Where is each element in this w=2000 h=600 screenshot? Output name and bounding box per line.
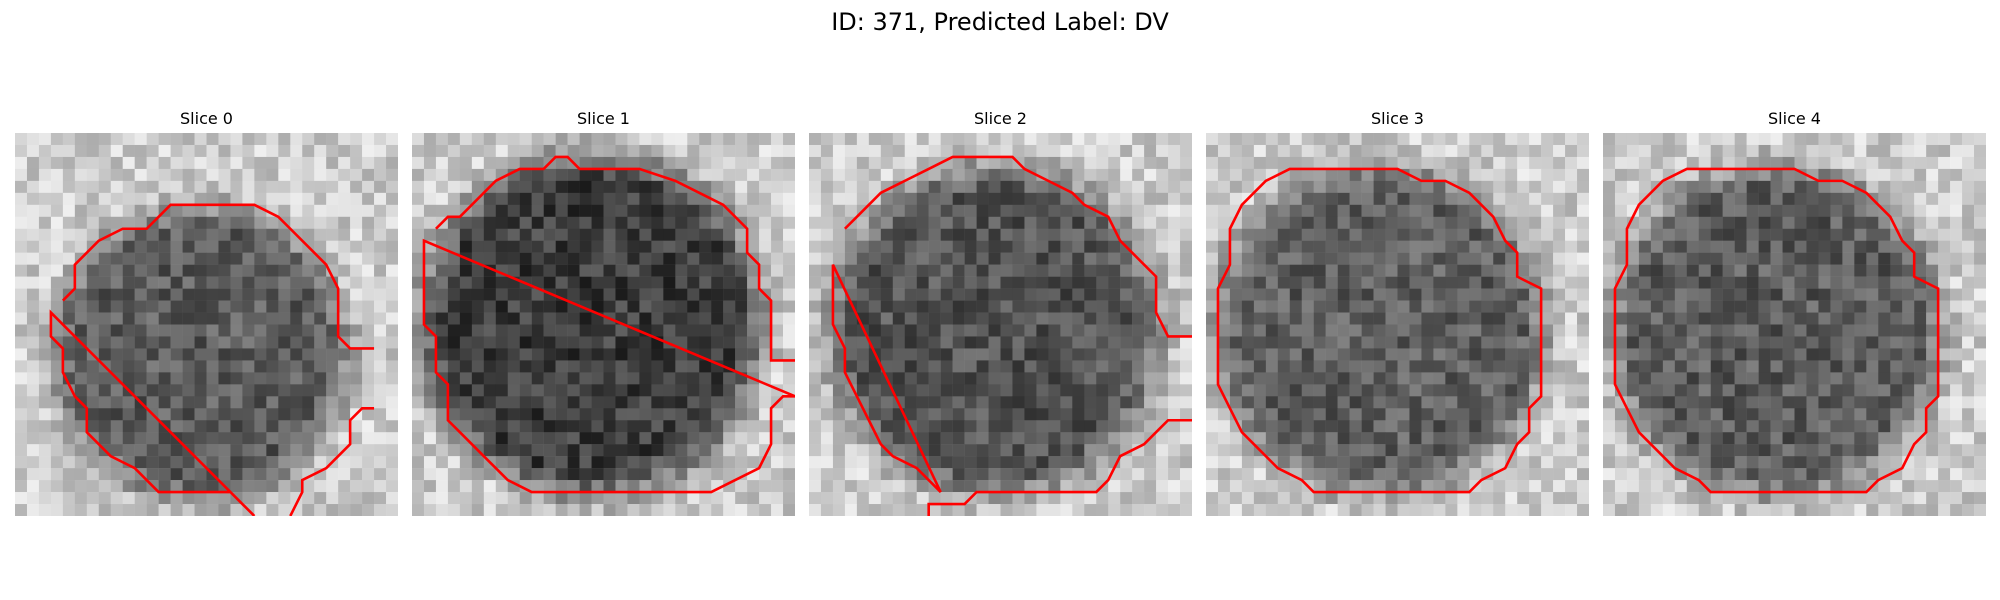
pixel-grid [412,133,795,516]
slice-panel-1: Slice 1 [412,108,795,516]
slice-title-1: Slice 1 [577,109,630,128]
slice-title-4: Slice 4 [1768,109,1821,128]
slice-image-2 [809,133,1192,516]
pixel-grid [1603,133,1986,516]
segmentation-contour [1615,169,1938,492]
slice-image-3 [1206,133,1589,516]
pixel-grid [809,133,1192,516]
slice-title-3: Slice 3 [1371,109,1424,128]
slice-title-2: Slice 2 [974,109,1027,128]
pixel-grid [1206,133,1589,516]
pixel-grid [15,133,398,516]
segmentation-contour [424,157,795,492]
segmentation-contour [833,157,1192,516]
slice-panel-0: Slice 0 [15,108,398,516]
slice-title-0: Slice 0 [180,109,233,128]
slice-image-0 [15,133,398,516]
slice-panel-4: Slice 4 [1603,108,1986,516]
slice-image-4 [1603,133,1986,516]
slice-panel-3: Slice 3 [1206,108,1589,516]
figure-title: ID: 371, Predicted Label: DV [831,8,1169,36]
segmentation-contour [51,205,374,516]
segmentation-contour [1218,169,1541,492]
slice-panel-2: Slice 2 [809,108,1192,516]
slice-image-1 [412,133,795,516]
